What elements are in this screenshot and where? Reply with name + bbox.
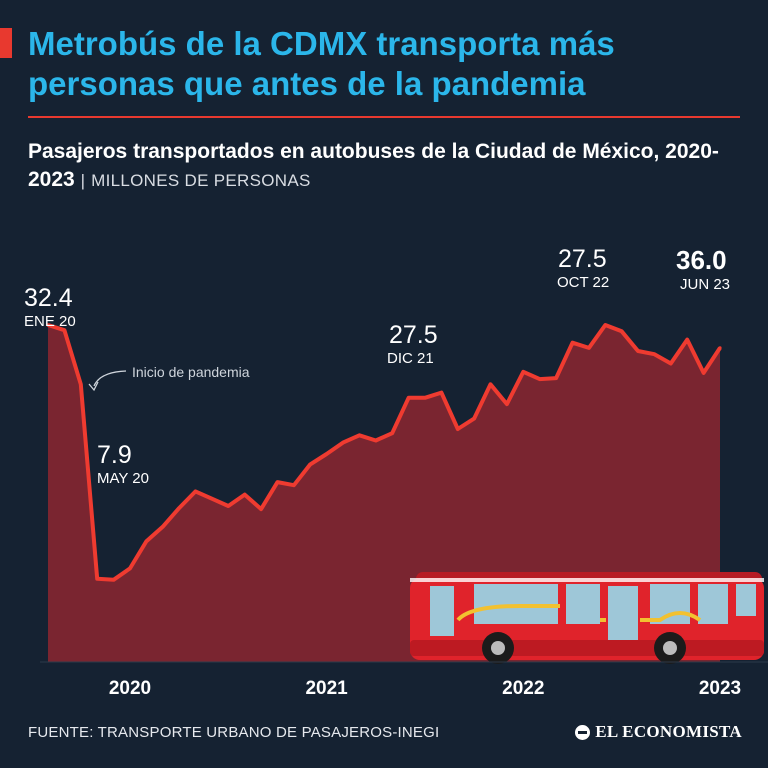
data-point-2022-11 (603, 323, 607, 327)
data-point-2022-09 (570, 341, 575, 345)
data-point-2020-02 (62, 328, 66, 332)
data-point-2020-09 (177, 506, 181, 510)
data-point-2023-02 (652, 352, 657, 356)
pandemic-arrow-head-icon (88, 381, 99, 392)
x-tick-2021: 2021 (305, 678, 348, 699)
data-point-2022-06 (521, 370, 525, 374)
data-point-2020-08 (161, 525, 165, 529)
data-point-2022-01 (439, 391, 443, 395)
data-point-2023-06 (718, 346, 722, 350)
headline: Metrobús de la CDMX transporta más perso… (28, 25, 615, 102)
data-point-2021-07 (341, 441, 345, 445)
data-point-2022-04 (488, 382, 493, 386)
data-point-2022-02 (456, 427, 460, 431)
pandemic-arrow-icon (93, 370, 127, 387)
logo-text: EL ECONOMISTA (595, 722, 742, 741)
bus-illustration (410, 572, 764, 664)
bus-skirt (410, 640, 764, 656)
data-point-2022-08 (554, 376, 558, 380)
bus-rear-hub (663, 641, 677, 655)
data-point-2020-10 (193, 489, 198, 493)
annotation-label-may20: MAY 20 (97, 470, 149, 487)
annotation-value-ene20: 32.4 (24, 284, 73, 312)
data-point-2020-04 (95, 577, 99, 581)
data-point-2022-12 (620, 329, 624, 333)
publisher-logo: EL ECONOMISTA (575, 722, 742, 742)
data-point-2022-03 (472, 417, 476, 421)
x-tick-2023: 2023 (699, 678, 741, 699)
series-line (47, 323, 722, 582)
bus-window-1 (430, 586, 454, 636)
annotation-label-dic21: DIC 21 (387, 350, 434, 367)
accent-bar (0, 28, 12, 58)
data-point-2021-01 (243, 493, 247, 497)
data-point-2021-11 (407, 396, 411, 400)
x-tick-2022: 2022 (502, 678, 544, 699)
data-point-2021-10 (390, 431, 394, 435)
annotation-label-ene20: ENE 20 (24, 313, 76, 330)
data-point-2020-12 (226, 504, 230, 508)
annotation-label-oct22: OCT 22 (557, 274, 609, 291)
data-point-2021-09 (374, 438, 378, 443)
annotation-value-dic21: 27.5 (389, 321, 438, 349)
data-point-2023-03 (669, 361, 673, 366)
data-point-2020-01 (46, 323, 50, 327)
logo-mark-icon (575, 724, 591, 740)
bus-front-hub (491, 641, 505, 655)
pandemic-note: Inicio de pandemia (132, 364, 250, 380)
bus-stripe (410, 578, 764, 582)
data-point-2020-06 (128, 566, 132, 571)
annotation-label-jun23: JUN 23 (680, 276, 730, 293)
data-point-2021-03 (275, 480, 280, 484)
data-point-2020-11 (210, 497, 214, 501)
unit-separator: | (80, 171, 86, 190)
subtitle-block: Pasajeros transportados en autobuses de … (28, 138, 748, 195)
data-point-2021-08 (357, 433, 361, 437)
data-point-2021-02 (259, 507, 263, 511)
data-point-2022-07 (538, 377, 542, 381)
x-tick-layer: 2020 2021 2022 2023 (109, 678, 741, 699)
x-tick-2020: 2020 (109, 678, 151, 699)
bus-yellow-stripe (456, 604, 702, 622)
data-point-2020-03 (79, 382, 83, 386)
data-point-2020-05 (112, 578, 116, 582)
chart-subtitle: Pasajeros transportados en autobuses de … (28, 140, 719, 191)
bus-window-4 (650, 584, 690, 624)
annotation-value-jun23: 36.0 (676, 245, 727, 275)
data-point-2021-05 (308, 462, 312, 466)
annotation-value-may20: 7.9 (97, 441, 132, 469)
data-point-2021-06 (325, 452, 329, 456)
bus-window-3 (566, 584, 600, 624)
headline-rule (28, 116, 740, 118)
data-point-2020-07 (144, 539, 148, 544)
bus-window-5 (698, 584, 728, 624)
annotation-layer: Inicio de pandemia 32.4 ENE 20 7.9 MAY 2… (24, 245, 730, 487)
data-point-2021-12 (423, 396, 427, 400)
bus-door (608, 586, 638, 640)
data-point-2022-10 (587, 346, 591, 350)
data-point-2023-05 (702, 371, 706, 375)
unit-label: MILLONES DE PERSONAS (91, 171, 311, 190)
data-point-2022-05 (505, 402, 509, 406)
bus-windshield (736, 584, 756, 616)
source-note: FUENTE: TRANSPORTE URBANO DE PASAJEROS-I… (28, 724, 440, 741)
data-point-2023-04 (685, 338, 689, 342)
data-point-2023-01 (636, 349, 640, 353)
annotation-value-oct22: 27.5 (558, 245, 607, 273)
data-point-2021-04 (292, 483, 296, 487)
